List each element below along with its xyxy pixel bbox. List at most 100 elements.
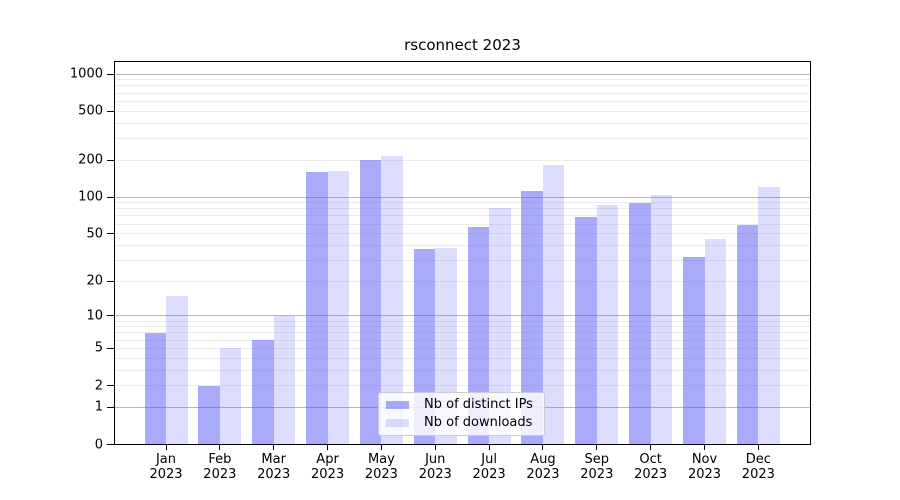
minor-gridline [115, 85, 810, 87]
x-tick-year: 2023 [526, 467, 560, 482]
minor-gridline [115, 339, 810, 341]
x-tick-month: Sep [584, 452, 610, 467]
x-tick-label: Nov 2023 [674, 452, 736, 482]
x-tick-year: 2023 [364, 467, 398, 482]
x-tick-label: Apr 2023 [297, 452, 359, 482]
x-tick-label: May 2023 [350, 452, 412, 482]
major-gridline [115, 315, 810, 317]
x-tick-mark [273, 445, 275, 450]
minor-gridline [115, 202, 810, 204]
y-tick-mark [107, 233, 114, 235]
bar-nb-of-distinct-ips-mar [252, 340, 274, 445]
bar-nb-of-downloads-jul [489, 207, 511, 445]
bar-nb-of-distinct-ips-jan [144, 332, 166, 445]
x-tick-mark [757, 445, 759, 450]
minor-gridline [115, 259, 810, 261]
x-tick-label: Sep 2023 [566, 452, 628, 482]
y-tick-label: 10 [86, 308, 103, 324]
y-tick-mark [107, 196, 114, 198]
minor-gridline [115, 320, 810, 322]
x-tick-mark [596, 445, 598, 450]
minor-gridline [115, 79, 810, 81]
x-tick-year: 2023 [634, 467, 668, 482]
x-tick-year: 2023 [257, 467, 291, 482]
x-tick-mark [542, 445, 544, 450]
bar-nb-of-downloads-sep [596, 205, 619, 445]
legend-label: Nb of downloads [424, 415, 533, 431]
bar-nb-of-distinct-ips-aug [521, 190, 543, 445]
y-tick-label: 100 [78, 189, 103, 205]
x-tick-label: Mar 2023 [243, 452, 305, 482]
y-tick-mark [107, 73, 114, 75]
minor-gridline [115, 137, 810, 139]
minor-gridline [115, 92, 810, 94]
minor-gridline [115, 100, 810, 102]
x-tick-label: Dec 2023 [727, 452, 789, 482]
bar-nb-of-downloads-feb [219, 348, 242, 445]
minor-gridline [115, 369, 810, 371]
y-tick-label: 20 [86, 273, 103, 289]
minor-gridline [115, 244, 810, 246]
x-tick-label: Feb 2023 [189, 452, 251, 482]
minor-gridline [115, 357, 810, 359]
minor-gridline [115, 159, 810, 161]
legend-swatch [386, 419, 409, 428]
x-tick-mark [434, 445, 436, 450]
minor-gridline [115, 233, 810, 235]
x-tick-mark [327, 445, 329, 450]
bar-nb-of-distinct-ips-dec [736, 224, 759, 445]
bar-nb-of-distinct-ips-jul [467, 226, 490, 445]
x-tick-year: 2023 [472, 467, 506, 482]
x-tick-label: Jul 2023 [458, 452, 520, 482]
major-gridline [115, 196, 810, 198]
x-tick-month: Dec [745, 452, 771, 467]
x-tick-year: 2023 [741, 467, 775, 482]
y-tick-label: 50 [86, 226, 103, 242]
legend-swatch [386, 400, 409, 409]
y-tick-mark [107, 385, 114, 387]
bar-nb-of-downloads-jan [166, 295, 188, 445]
x-tick-month: Jan [155, 452, 177, 467]
x-tick-year: 2023 [580, 467, 614, 482]
y-tick-label: 1 [94, 399, 103, 415]
minor-gridline [115, 110, 810, 112]
x-tick-label: Oct 2023 [620, 452, 682, 482]
x-tick-month: Oct [639, 452, 662, 467]
bar-nb-of-downloads-dec [758, 187, 780, 445]
y-tick-mark [107, 315, 114, 317]
x-tick-month: Jun [425, 452, 446, 467]
chart-title: rsconnect 2023 [404, 36, 521, 54]
bar-nb-of-distinct-ips-may [359, 160, 382, 445]
x-tick-label: Aug 2023 [512, 452, 574, 482]
bar-nb-of-downloads-oct [650, 194, 673, 445]
bar-nb-of-distinct-ips-oct [629, 203, 651, 445]
y-tick-label: 0 [94, 437, 103, 452]
minor-gridline [115, 385, 810, 387]
y-tick-mark [107, 110, 114, 112]
x-tick-year: 2023 [418, 467, 452, 482]
legend: Nb of distinct IPs Nb of downloads [378, 392, 545, 436]
y-tick-mark [107, 280, 114, 282]
y-tick-mark [107, 347, 114, 349]
x-tick-month: Nov [691, 452, 718, 467]
x-tick-mark [650, 445, 652, 450]
x-tick-year: 2023 [687, 467, 722, 482]
x-tick-month: Aug [530, 452, 556, 467]
minor-gridline [115, 280, 810, 282]
y-tick-label: 500 [78, 103, 103, 119]
x-tick-year: 2023 [203, 467, 237, 482]
y-tick-mark [107, 159, 114, 161]
x-tick-mark [219, 445, 221, 450]
y-tick-label: 1000 [69, 66, 103, 82]
bar-nb-of-downloads-apr [327, 171, 350, 445]
minor-gridline [115, 215, 810, 217]
bar-nb-of-downloads-mar [273, 315, 296, 445]
bar-nb-of-downloads-nov [704, 239, 726, 445]
bar-nb-of-distinct-ips-nov [683, 256, 705, 445]
y-tick-mark [107, 444, 114, 445]
legend-label: Nb of distinct IPs [424, 396, 533, 412]
y-tick-label: 200 [78, 152, 103, 168]
bar-nb-of-distinct-ips-apr [306, 171, 328, 445]
x-tick-month: May [367, 452, 395, 467]
x-tick-year: 2023 [149, 467, 183, 482]
